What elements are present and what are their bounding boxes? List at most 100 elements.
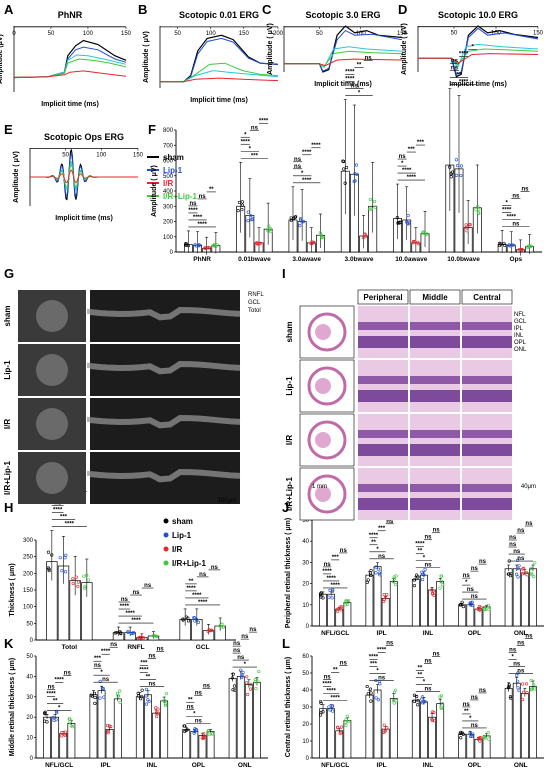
data-point <box>269 230 273 234</box>
bar-IPL-Lip-1 <box>373 566 382 627</box>
data-point <box>74 575 78 579</box>
data-point <box>54 718 58 722</box>
data-point <box>258 241 262 245</box>
data-point <box>516 575 520 579</box>
x-tick-label: 150 <box>133 153 144 159</box>
data-point <box>423 700 427 704</box>
sig-label: ns <box>433 652 441 658</box>
data-point <box>240 674 244 678</box>
data-point <box>47 567 51 571</box>
sig-label: **** <box>459 52 469 58</box>
sig-label: * <box>423 680 426 686</box>
data-point <box>152 634 156 638</box>
legend-h-label-ir: I/R <box>172 545 182 554</box>
inl-band <box>410 322 460 330</box>
data-point <box>459 603 463 607</box>
inl-band <box>358 376 408 384</box>
data-point <box>249 682 253 686</box>
bar-INL-I/R <box>428 589 436 627</box>
x-category-label: IPL <box>377 762 387 769</box>
data-point <box>365 684 369 689</box>
sig-label: **** <box>101 649 111 655</box>
x-category-label: ONL <box>514 762 528 769</box>
data-point <box>369 573 373 577</box>
sig-label: **** <box>369 655 379 661</box>
sig-label: * <box>506 200 509 206</box>
sig-label: ns <box>513 549 521 555</box>
sig-label: ns <box>94 663 102 669</box>
onl-band <box>410 336 460 348</box>
bar-OPL-I/R <box>474 608 483 627</box>
bar-OPL-sham <box>182 729 191 759</box>
x-category-label: Totol <box>62 644 78 651</box>
sig-label: ns <box>386 519 394 525</box>
data-point <box>215 243 219 247</box>
data-point <box>511 243 515 247</box>
data-point <box>193 727 197 731</box>
data-point <box>517 564 521 568</box>
y-tick-label: 500 <box>163 174 174 180</box>
data-point <box>533 561 537 565</box>
sig-label: **** <box>186 586 196 592</box>
layer-label-GCL: GCL <box>514 319 527 325</box>
layer-label-ONL: ONL <box>514 347 527 353</box>
ops-trace <box>30 169 138 184</box>
bar-NFL/GCL-Lip-1 <box>51 716 60 759</box>
histo-image-0-1 <box>410 306 460 358</box>
sig-label: *** <box>251 153 259 159</box>
panel-label-E: E <box>4 122 13 137</box>
sig-label: * <box>301 171 304 177</box>
sig-label: *** <box>417 140 425 146</box>
histo-row-label-2: I/R <box>285 435 294 445</box>
data-point <box>196 620 201 624</box>
histo-header-2: Central <box>473 293 501 302</box>
inl-band <box>358 322 408 330</box>
sig-label: **** <box>65 521 75 527</box>
x-tick-label: 150 <box>533 31 544 37</box>
inl-band <box>462 322 512 330</box>
y-axis-label-K: Middle retinal thickness ( μm) <box>9 658 16 756</box>
data-point <box>321 596 325 600</box>
sig-label: ns <box>424 687 432 693</box>
data-point <box>420 695 425 699</box>
bar-OPL-Lip-1 <box>190 731 199 759</box>
sig-label: * <box>376 547 379 553</box>
data-point <box>422 573 426 577</box>
sig-label: ns <box>241 634 249 640</box>
data-point <box>529 567 533 571</box>
data-point <box>416 703 420 707</box>
bar-ONL-sham <box>504 687 513 759</box>
data-point <box>476 211 480 215</box>
data-point <box>55 711 59 715</box>
sig-label: ns <box>513 661 521 667</box>
data-point <box>520 572 525 576</box>
data-point <box>83 585 87 589</box>
trace-panel-C: Scotopic 3.0 ERG Amplitude ( μV) Implicit … <box>267 10 408 88</box>
data-point <box>58 556 62 560</box>
data-point <box>366 692 370 696</box>
sig-label: * <box>472 45 475 51</box>
sig-label: ns <box>479 559 487 565</box>
data-point <box>336 725 340 729</box>
data-point <box>470 734 474 738</box>
data-point <box>406 214 410 218</box>
sig-label: * <box>193 711 196 717</box>
data-point <box>46 550 51 554</box>
optic-disc-0 <box>36 300 68 332</box>
bar-IPL-I/R+Lip-1 <box>389 698 398 759</box>
data-point <box>156 711 160 715</box>
sig-label: **** <box>55 677 65 683</box>
bar-IPL-Lip-1 <box>97 690 106 759</box>
data-point <box>319 701 323 705</box>
data-point <box>301 219 306 224</box>
data-point <box>439 705 443 710</box>
bar-ONL-Lip-1 <box>236 676 245 759</box>
legend-h-label-irlip: I/R+Lip-1 <box>172 559 207 568</box>
y-tick-label: 50 <box>302 518 309 524</box>
data-point <box>144 702 149 706</box>
eye-section-2 <box>307 420 347 460</box>
onl-band <box>462 444 512 456</box>
data-point <box>293 215 297 219</box>
data-point <box>106 731 110 735</box>
x-category-label: NFL/GCL <box>45 762 73 769</box>
